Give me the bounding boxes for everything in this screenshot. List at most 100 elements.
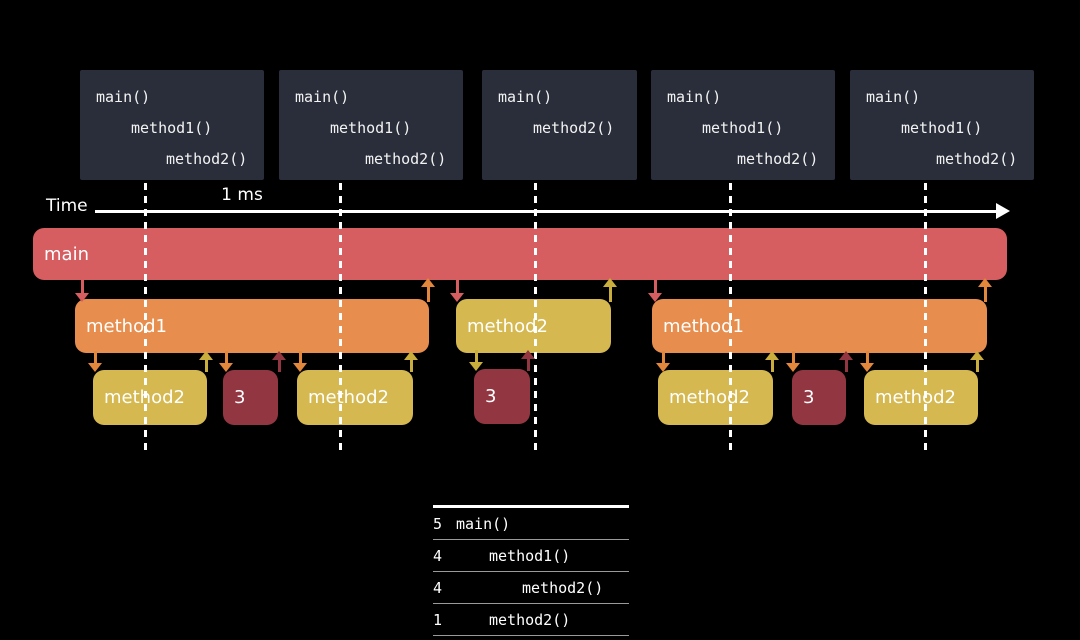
bar-main-depth1: main [33, 228, 1007, 280]
stack-frame-label: method1() [702, 119, 784, 137]
arrow-stem [661, 351, 665, 363]
return-arrow-icon [520, 350, 536, 371]
sample-tick-line-4 [728, 183, 732, 450]
stack-frame-label: method2() [936, 150, 1018, 168]
call-arrow-icon [647, 278, 663, 302]
call-arrow-icon [87, 351, 103, 372]
stack-snapshot-box-2: main() method1() method2() [279, 70, 463, 180]
bar-label: 3 [803, 387, 815, 408]
bar-label: method1 [663, 315, 744, 337]
arrow-stem [839, 351, 853, 360]
arrow-stem [224, 351, 228, 363]
sample-tick-line-3 [533, 183, 537, 450]
call-arrow-icon [74, 278, 90, 302]
time-axis-arrowhead-icon [996, 203, 1010, 219]
arrow-stem [970, 351, 984, 360]
stack-frame-label: main() [498, 88, 553, 106]
stack-frame-label: main() [667, 88, 722, 106]
sample-tick-line-5 [923, 183, 927, 450]
arrow-stem [93, 351, 97, 363]
return-arrow-icon [969, 351, 985, 372]
method-name-cell: main() [456, 514, 511, 533]
stack-snapshot-box-1: main() method1() method2() [80, 70, 264, 180]
table-row: 4 method1() [433, 540, 629, 572]
stack-frame-label: method1() [131, 119, 213, 137]
bar-label: main [44, 243, 89, 265]
arrow-stem [770, 360, 774, 372]
arrow-stem [786, 363, 800, 372]
return-arrow-icon [977, 278, 993, 302]
bar-method1-depth2: method1 [75, 299, 429, 353]
arrow-stem [791, 351, 795, 363]
return-arrow-icon [764, 351, 780, 372]
arrow-stem [75, 293, 89, 302]
table-row: 5 main() [433, 508, 629, 540]
arrow-stem [656, 363, 670, 372]
arrow-stem [653, 278, 657, 293]
bar-3-depth3: 3 [474, 369, 530, 424]
bar-label: 3 [234, 387, 246, 408]
return-arrow-icon [420, 278, 436, 302]
arrow-stem [404, 351, 418, 360]
call-arrow-icon [449, 278, 465, 302]
stack-frame-label: method2() [533, 119, 615, 137]
return-arrow-icon [602, 278, 618, 302]
stack-snapshot-box-3: main() method2() [482, 70, 637, 180]
arrow-stem [277, 360, 281, 372]
bar-method2-depth3: method2 [864, 370, 978, 425]
return-arrow-icon [198, 351, 214, 372]
table-row: 4 method2() [433, 572, 629, 604]
arrow-stem [272, 351, 286, 360]
call-arrow-icon [785, 351, 801, 372]
arrow-stem [204, 360, 208, 372]
arrow-stem [450, 293, 464, 302]
bar-3-depth3: 3 [792, 370, 846, 425]
bar-label: method2 [308, 387, 389, 408]
arrow-stem [80, 278, 84, 293]
call-arrow-icon [218, 351, 234, 372]
arrow-stem [219, 363, 233, 372]
bar-method1-depth2: method1 [652, 299, 987, 353]
method-name-cell: method2() [489, 610, 571, 629]
return-arrow-icon [271, 351, 287, 372]
arrow-stem [521, 350, 535, 359]
table-row: 1 method2() [433, 604, 629, 636]
interval-duration-label: 1 ms [221, 185, 263, 205]
sample-count-cell: 5 [433, 514, 443, 533]
arrow-stem [88, 363, 102, 372]
arrow-stem [426, 287, 430, 302]
arrow-stem [978, 278, 992, 287]
stack-frame-label: method1() [901, 119, 983, 137]
stack-frame-label: main() [295, 88, 350, 106]
arrow-stem [844, 360, 848, 372]
arrow-stem [421, 278, 435, 287]
sample-count-cell: 4 [433, 578, 443, 597]
arrow-stem [865, 351, 869, 363]
method-name-cell: method2() [522, 578, 604, 597]
bar-label: method2 [875, 387, 956, 408]
stack-frame-label: method2() [365, 150, 447, 168]
samples-table: 5 main() 4 method1() 4 method2() 1 method2() [433, 505, 629, 636]
bar-method2-depth3: method2 [93, 370, 207, 425]
arrow-stem [765, 351, 779, 360]
arrow-stem [455, 278, 459, 293]
arrow-stem [975, 360, 979, 372]
arrow-stem [603, 278, 617, 287]
arrow-stem [474, 350, 478, 362]
call-arrow-icon [655, 351, 671, 372]
stack-frame-label: main() [866, 88, 921, 106]
call-arrow-icon [468, 350, 484, 371]
stack-frame-label: method2() [737, 150, 819, 168]
time-axis-line [95, 210, 998, 213]
sample-tick-line-2 [338, 183, 342, 450]
arrow-stem [293, 363, 307, 372]
arrow-stem [983, 287, 987, 302]
sample-count-cell: 4 [433, 546, 443, 565]
arrow-stem [526, 359, 530, 371]
call-arrow-icon [292, 351, 308, 372]
bar-method2-depth3: method2 [658, 370, 773, 425]
bar-label: method2 [669, 387, 750, 408]
sample-tick-line-1 [143, 183, 147, 450]
arrow-stem [199, 351, 213, 360]
